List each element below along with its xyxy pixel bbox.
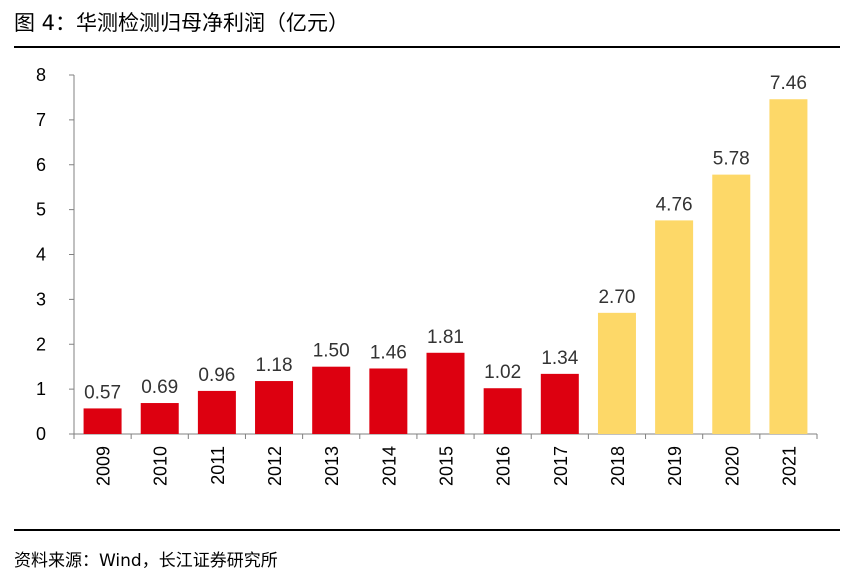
data-label-2013: 1.50 [313, 341, 350, 362]
y-tick-label: 1 [36, 379, 46, 399]
bar-2014 [369, 368, 408, 434]
source-note: 资料来源：Wind，长江证券研究所 [14, 551, 278, 571]
bar-2017 [540, 373, 579, 434]
bar-2018 [597, 312, 636, 434]
y-tick-label: 6 [36, 155, 46, 175]
data-label-2010: 0.69 [141, 377, 178, 398]
data-label-2011: 0.96 [198, 365, 235, 386]
x-tick-label-2021: 2021 [779, 446, 799, 486]
top-rule [14, 46, 840, 48]
data-label-2018: 2.70 [598, 287, 635, 308]
x-tick-label-2018: 2018 [608, 446, 628, 486]
data-label-2017: 1.34 [541, 348, 578, 369]
bar-2016 [483, 388, 522, 434]
bar-2020 [712, 174, 751, 434]
bottom-rule [14, 529, 840, 531]
bar-2009 [83, 408, 122, 434]
y-tick-label: 4 [36, 245, 46, 265]
x-tick-label-2016: 2016 [494, 446, 514, 486]
bar-2011 [197, 390, 236, 434]
y-tick-label: 8 [36, 65, 46, 85]
data-label-2020: 5.78 [713, 149, 750, 170]
y-axis: 0 1 2 3 4 5 6 7 8 [36, 65, 75, 444]
x-tick-label-2019: 2019 [665, 446, 685, 486]
bar-2021 [769, 99, 808, 435]
x-tick-label-2012: 2012 [265, 446, 285, 486]
x-axis: 2009 2010 2011 2012 2013 2014 2015 2016 2017 2018… [73, 433, 818, 486]
data-label-2016: 1.02 [484, 362, 521, 383]
data-label-2015: 1.81 [427, 327, 464, 348]
bar-2019 [655, 220, 694, 434]
x-tick-label-2011: 2011 [208, 446, 228, 485]
y-tick-label: 7 [36, 110, 46, 130]
y-tick-label: 0 [36, 424, 46, 444]
x-tick-label-2010: 2010 [151, 446, 171, 486]
x-tick-label-2020: 2020 [722, 446, 742, 486]
data-label-2012: 1.18 [256, 355, 293, 376]
x-tick-label-2015: 2015 [437, 446, 457, 486]
bar-2013 [312, 366, 351, 434]
x-tick-label-2009: 2009 [94, 446, 114, 486]
data-label-2021: 7.46 [770, 73, 807, 94]
data-label-2014: 1.46 [370, 342, 407, 363]
x-tick-label-2017: 2017 [551, 446, 571, 486]
figure-title: 图 4：华测检测归母净利润（亿元） [14, 11, 350, 35]
y-tick-label: 2 [36, 334, 46, 354]
x-tick-label-2014: 2014 [379, 446, 399, 486]
bar-2015 [426, 352, 465, 434]
data-label-2019: 4.76 [656, 194, 693, 215]
bar-2010 [140, 403, 179, 434]
x-tick-label-2013: 2013 [322, 446, 342, 486]
y-tick-label: 5 [36, 200, 46, 220]
y-tick-label: 3 [36, 289, 46, 309]
bar-2012 [255, 381, 294, 434]
bars: 0.57 0.69 0.96 1.18 1.50 1.46 1.81 1.02 1.34 2.70… [83, 73, 808, 435]
data-label-2009: 0.57 [84, 382, 121, 403]
